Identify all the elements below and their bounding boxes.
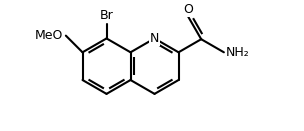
Text: Br: Br: [100, 9, 113, 23]
Text: N: N: [150, 32, 159, 45]
Text: NH₂: NH₂: [226, 46, 250, 59]
Text: MeO: MeO: [35, 29, 64, 42]
Text: O: O: [183, 3, 193, 16]
